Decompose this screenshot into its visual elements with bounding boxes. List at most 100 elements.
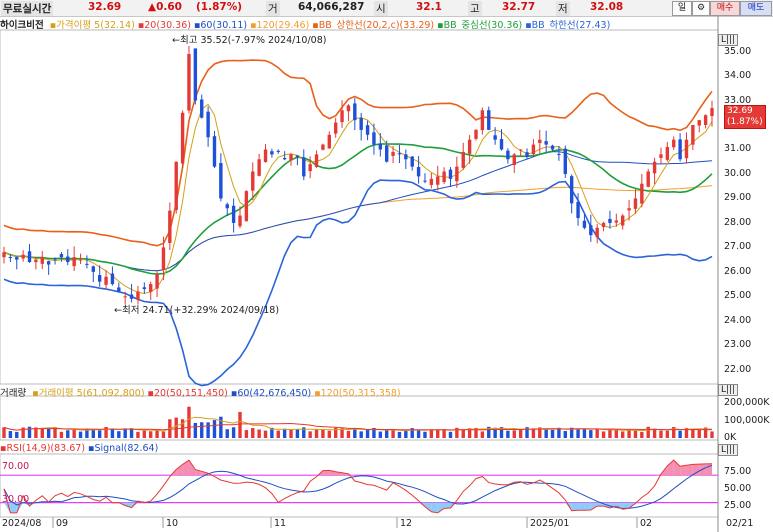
rsi-oversold-fill [437,502,445,513]
volume-bar [372,427,376,438]
volume-bar [518,429,523,438]
ma5-line [3,103,713,294]
rsi-signal-line [3,464,713,510]
candle [257,159,261,176]
candle [155,274,159,289]
period-button[interactable]: 일 [672,1,692,16]
candle [251,171,255,191]
price-legend-item: ▪60(30.11) [193,20,248,31]
price-change: ▲0.60 [148,1,182,13]
rsi-oversold-fill [565,502,572,511]
rsi-overbought-fill [654,474,661,476]
volume-bar [327,430,331,438]
candle [550,145,555,150]
candle [289,154,293,161]
volume-bar [321,429,325,438]
lock-button-price[interactable]: L||| [718,34,739,46]
lock-button-rsi[interactable]: L||| [718,444,739,456]
volume-bar [302,427,306,438]
candle [238,215,242,227]
volume-bar [710,431,714,438]
rsi-oversold-fill [418,502,425,507]
price-tick-label: 25.00 [724,290,752,302]
candle [78,259,83,261]
price-legend-item: ▪120(29.46) [250,20,310,31]
candle [391,151,395,156]
rsi-oversold-fill [444,502,451,509]
candle [423,180,427,182]
candle [665,147,670,160]
volume-bar [8,431,13,438]
candle [608,218,612,223]
volume-bar [652,428,657,438]
candle [397,153,402,155]
rsi-oversold-fill [590,502,598,510]
volume-bar [34,427,38,438]
candle [640,183,644,204]
candle [149,284,153,292]
buy-button[interactable]: 매수 [710,1,740,16]
candle [168,210,172,243]
volume-bar [621,431,625,438]
candle [314,154,319,168]
volume-bar [429,429,434,438]
price-tick-label: 34.00 [724,70,752,82]
volume-bar [410,428,414,438]
volume-bar [589,430,593,438]
volume-bar [263,430,268,438]
candle [212,136,217,167]
volume-bar [129,428,134,438]
volume-bar [59,431,64,438]
volume-name: 거래량 [0,388,27,399]
volume-bar [276,430,280,438]
candle [518,149,523,151]
candle [710,108,714,117]
rsi-line [3,459,713,514]
candle [142,287,147,289]
gear-icon[interactable]: ⚙ [692,1,710,16]
candle [302,157,306,177]
sell-button[interactable]: 매도 [740,1,772,16]
volume-bar [353,428,357,438]
volume-bar [601,431,606,438]
lock-button-volume[interactable]: L||| [718,384,739,396]
rsi-overbought-fill [667,460,674,476]
rsi-legend: ▪RSI(14,9)(83.67) ▪Signal(82.64) [0,443,164,456]
volume-bar [289,429,293,438]
candle [385,145,389,162]
volume-bar [117,431,121,438]
volume-bar [340,428,344,438]
rsi-tick-label: 50.00 [724,482,752,494]
rsi-overbought-fill [208,473,215,476]
rsi-oversold-fill [16,502,24,513]
date-tick-label: 02/21 [726,518,754,529]
rsi-oversold-fill [431,502,438,513]
candle [359,117,363,130]
rsi-oversold-fill [571,502,579,511]
candle [404,154,408,160]
candle [129,294,134,299]
volume-bar [397,431,402,438]
price-tick-label: 28.00 [724,216,752,228]
candle [8,256,13,258]
volume-bar [2,427,6,438]
date-tick-label: 09 [56,518,69,529]
candle [174,161,178,211]
volume-bar [474,427,478,438]
volume-bar [506,430,510,438]
candle [161,247,166,270]
volume-bar [333,427,338,438]
rsi-legend-item: ▪Signal(82.64) [88,443,159,454]
volume-tick-label: 100,000K [724,414,770,426]
candle [531,144,536,154]
candle [633,198,638,209]
price-tick-label: 33.00 [724,94,752,106]
candle [282,158,287,160]
candle [576,201,580,219]
candle [544,141,548,145]
volume-bar [550,429,555,438]
candle [480,110,485,131]
candle [436,176,440,185]
candle [353,103,357,121]
